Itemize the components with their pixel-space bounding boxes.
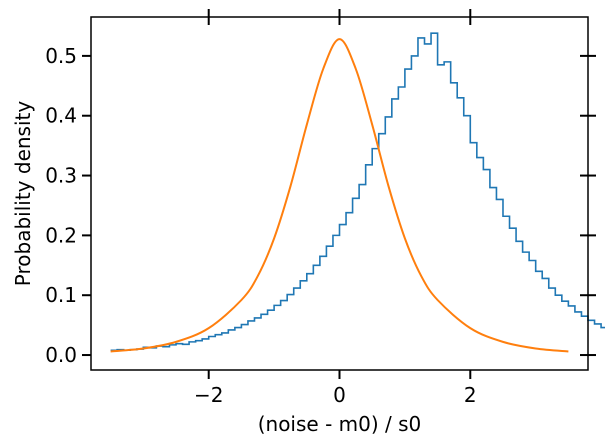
plot-area bbox=[110, 32, 605, 353]
plot-frame bbox=[90, 16, 589, 371]
tick-labels: −2 0 2 0.0 0.1 0.2 0.3 0.4 0.5 bbox=[45, 44, 476, 407]
ticks bbox=[82, 9, 596, 379]
y-tick-label: 0.5 bbox=[45, 44, 77, 68]
y-tick-label: 0.4 bbox=[45, 104, 77, 128]
y-axis-label: Probability density bbox=[11, 101, 35, 287]
y-tick-label: 0.1 bbox=[45, 283, 77, 307]
histogram-series bbox=[110, 32, 605, 352]
y-tick-label: 0.0 bbox=[45, 343, 77, 367]
x-axis-label: (noise - m0) / s0 bbox=[258, 412, 422, 436]
x-tick-label: 0 bbox=[333, 383, 346, 407]
x-tick-label: 2 bbox=[464, 383, 477, 407]
fit-curve-series bbox=[110, 38, 569, 353]
y-tick-label: 0.3 bbox=[45, 164, 77, 188]
y-tick-label: 0.2 bbox=[45, 223, 77, 247]
x-tick-label: −2 bbox=[194, 383, 223, 407]
